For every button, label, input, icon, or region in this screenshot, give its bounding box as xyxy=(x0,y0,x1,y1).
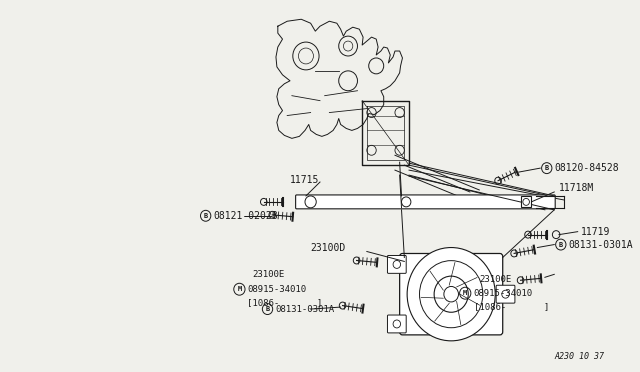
Circle shape xyxy=(407,247,495,341)
FancyBboxPatch shape xyxy=(521,196,531,207)
Circle shape xyxy=(305,196,316,208)
Text: M: M xyxy=(237,286,241,292)
Text: 23100E: 23100E xyxy=(479,275,511,284)
Text: 08131-0301A: 08131-0301A xyxy=(275,305,334,314)
Text: [1086-       ]: [1086- ] xyxy=(247,298,322,307)
FancyBboxPatch shape xyxy=(399,253,502,335)
Text: B: B xyxy=(266,306,269,312)
Text: B: B xyxy=(559,241,563,247)
Text: 11718M: 11718M xyxy=(559,183,594,193)
Text: 11719: 11719 xyxy=(580,227,610,237)
Text: B: B xyxy=(545,165,549,171)
Text: 08121-02028: 08121-02028 xyxy=(213,211,278,221)
Text: M: M xyxy=(463,290,467,296)
Text: 08915-34010: 08915-34010 xyxy=(474,289,532,298)
FancyBboxPatch shape xyxy=(387,315,406,333)
Text: 23100D: 23100D xyxy=(310,243,346,253)
FancyBboxPatch shape xyxy=(387,256,406,273)
Text: 08120-84528: 08120-84528 xyxy=(554,163,619,173)
Text: A230 10 37: A230 10 37 xyxy=(554,352,604,361)
Text: B: B xyxy=(204,213,208,219)
Text: [1086-       ]: [1086- ] xyxy=(474,302,549,312)
FancyBboxPatch shape xyxy=(296,195,555,209)
FancyBboxPatch shape xyxy=(496,285,515,303)
Text: 08915-34010: 08915-34010 xyxy=(247,285,306,294)
Text: 23100E: 23100E xyxy=(253,270,285,279)
Text: 08131-0301A: 08131-0301A xyxy=(568,240,633,250)
Text: 11715: 11715 xyxy=(290,175,319,185)
